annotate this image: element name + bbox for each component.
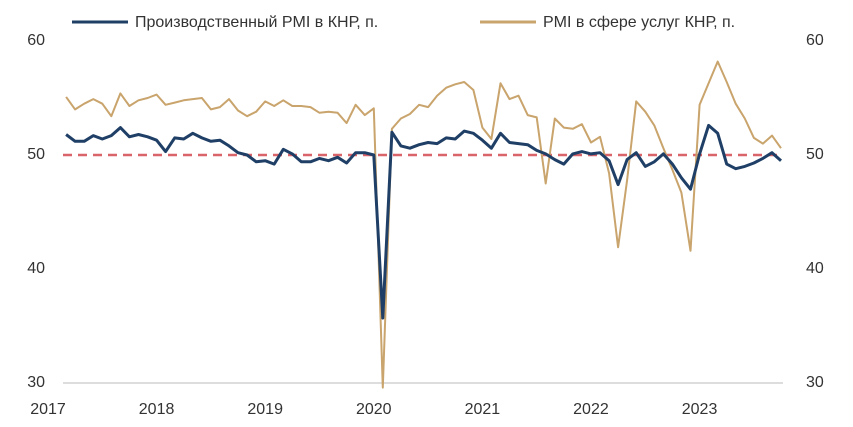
y2-tick-label: 60 — [806, 32, 824, 49]
series-line — [65, 123, 782, 320]
y-tick-label: 60 — [27, 32, 45, 49]
series-line — [65, 60, 782, 389]
y2-tick-label: 50 — [806, 146, 824, 163]
y-tick-label: 50 — [27, 146, 45, 163]
x-tick-label: 2020 — [356, 401, 392, 418]
x-tick-label: 2017 — [30, 401, 66, 418]
x-tick-label: 2018 — [139, 401, 175, 418]
y2-tick-label: 30 — [806, 374, 824, 391]
y2-tick-label: 40 — [806, 260, 824, 277]
x-tick-label: 2019 — [247, 401, 283, 418]
x-tick-label: 2022 — [573, 401, 609, 418]
y-tick-label: 40 — [27, 260, 45, 277]
x-tick-label: 2023 — [682, 401, 718, 418]
legend-label: PMI в сфере услуг КНР, п. — [543, 14, 735, 31]
x-tick-label: 2021 — [465, 401, 501, 418]
legend-label: Производственный PMI в КНР, п. — [135, 14, 378, 31]
y-tick-label: 30 — [27, 374, 45, 391]
